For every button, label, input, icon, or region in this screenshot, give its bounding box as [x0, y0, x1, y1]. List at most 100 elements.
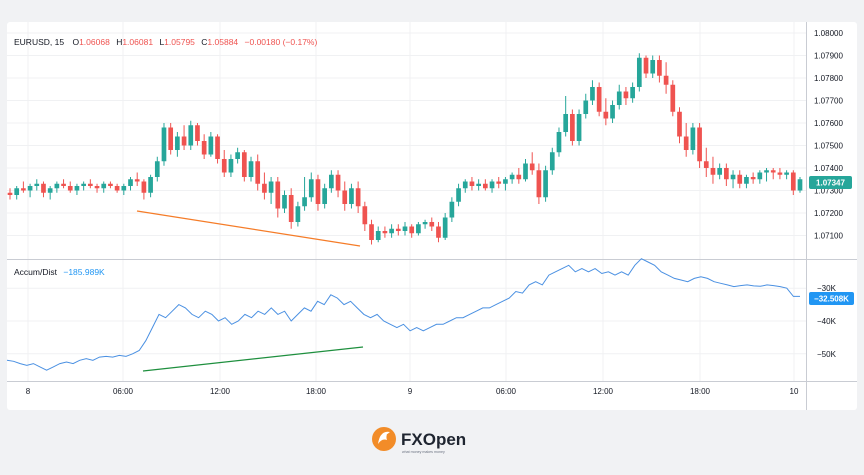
- low-value: 1.05795: [164, 37, 195, 47]
- candle-body: [255, 161, 261, 184]
- candle: [516, 168, 522, 184]
- candle-body: [650, 60, 656, 74]
- candle-body: [556, 132, 562, 153]
- candle: [7, 188, 13, 200]
- candle: [342, 181, 348, 211]
- candle-body: [208, 136, 214, 155]
- candle-body: [442, 217, 448, 238]
- indicator-header: Accum/Dist −185.989K: [14, 267, 105, 277]
- candle: [703, 147, 709, 177]
- candle: [262, 172, 267, 200]
- candle: [34, 179, 40, 191]
- candle: [536, 163, 542, 204]
- candle-body: [462, 181, 468, 189]
- candle-body: [101, 183, 107, 189]
- candle: [329, 170, 334, 193]
- candle: [375, 226, 381, 243]
- ad-last-value: −32.508K: [814, 295, 849, 304]
- candle: [717, 163, 723, 180]
- candle-body: [329, 174, 334, 189]
- candle: [181, 125, 187, 150]
- candle-body: [114, 186, 120, 191]
- candle: [87, 179, 93, 189]
- candle: [556, 127, 562, 157]
- candle: [797, 177, 803, 193]
- grid-lines: [7, 22, 806, 381]
- trading-chart[interactable]: 1.08000 1.07900 1.07800 1.07700 1.07600 1.075…: [0, 0, 864, 410]
- accum-dist-line: [6, 258, 800, 371]
- candle-body: [436, 226, 441, 238]
- candle-body: [482, 183, 488, 189]
- candle-body: [456, 188, 461, 202]
- ad-tick-label: −40K: [817, 317, 837, 326]
- candle-body: [215, 136, 220, 159]
- candle: [369, 219, 374, 245]
- candle: [168, 123, 174, 155]
- candle: [770, 168, 776, 180]
- ad-axis-ticks: −30K −40K −50K: [817, 284, 837, 359]
- candle-body: [529, 163, 535, 171]
- time-tick-label: 06:00: [496, 387, 517, 396]
- indicator-name: Accum/Dist: [14, 267, 58, 277]
- candle: [570, 109, 575, 146]
- candle-body: [737, 174, 743, 184]
- candle: [503, 177, 508, 191]
- high-label: H: [116, 37, 122, 47]
- candle: [543, 165, 548, 202]
- candle-body: [697, 127, 702, 162]
- candle: [462, 179, 468, 193]
- candle-body: [74, 186, 80, 191]
- candle-body: [496, 181, 502, 184]
- candle: [101, 181, 107, 193]
- candle-body: [750, 177, 756, 180]
- candle-body: [770, 170, 776, 173]
- candle: [744, 174, 749, 189]
- candle-body: [342, 190, 348, 204]
- fxopen-emblem-icon: [372, 427, 396, 451]
- candle: [416, 222, 421, 236]
- price-tick-label: 1.07100: [814, 232, 843, 241]
- time-tick-label: 8: [26, 387, 31, 396]
- candle: [54, 181, 60, 193]
- candle-body: [509, 174, 515, 180]
- candle-body: [636, 57, 642, 87]
- candle-body: [764, 170, 769, 173]
- candle-body: [670, 84, 676, 112]
- candle: [228, 154, 234, 177]
- candle-body: [402, 226, 408, 231]
- candle-body: [429, 222, 435, 227]
- candle-body: [590, 87, 595, 101]
- candle: [322, 183, 328, 209]
- price-tick-label: 1.07600: [814, 119, 843, 128]
- candle: [436, 222, 441, 243]
- time-tick-label: 10: [790, 387, 799, 396]
- candle-body: [67, 186, 73, 191]
- candle: [188, 120, 194, 150]
- candle: [201, 134, 207, 159]
- candle: [496, 177, 502, 189]
- price-trendline: [136, 210, 361, 247]
- candle-body: [47, 188, 53, 193]
- candle: [295, 201, 301, 227]
- candle-body: [757, 172, 763, 180]
- candle-body: [690, 127, 696, 150]
- brand-tagline: what money makes money: [402, 450, 445, 454]
- candle-body: [389, 228, 394, 234]
- candle-body: [302, 197, 307, 207]
- candle: [47, 186, 53, 200]
- candle-body: [188, 125, 194, 146]
- candle-body: [268, 181, 274, 193]
- candle: [549, 147, 555, 175]
- candle: [529, 152, 535, 175]
- candle: [683, 123, 689, 157]
- candle: [442, 213, 448, 240]
- candle: [710, 156, 716, 184]
- candle-body: [288, 195, 294, 222]
- candle: [67, 181, 73, 193]
- candle: [315, 174, 321, 211]
- chart-header: EURUSD, 15 O1.06068 H1.06081 L1.05795 C1…: [14, 37, 317, 47]
- fxopen-logo: FXOpen what money makes money: [372, 427, 466, 454]
- candle-body: [422, 222, 428, 225]
- candle-body: [41, 183, 46, 193]
- candle-body: [536, 170, 542, 198]
